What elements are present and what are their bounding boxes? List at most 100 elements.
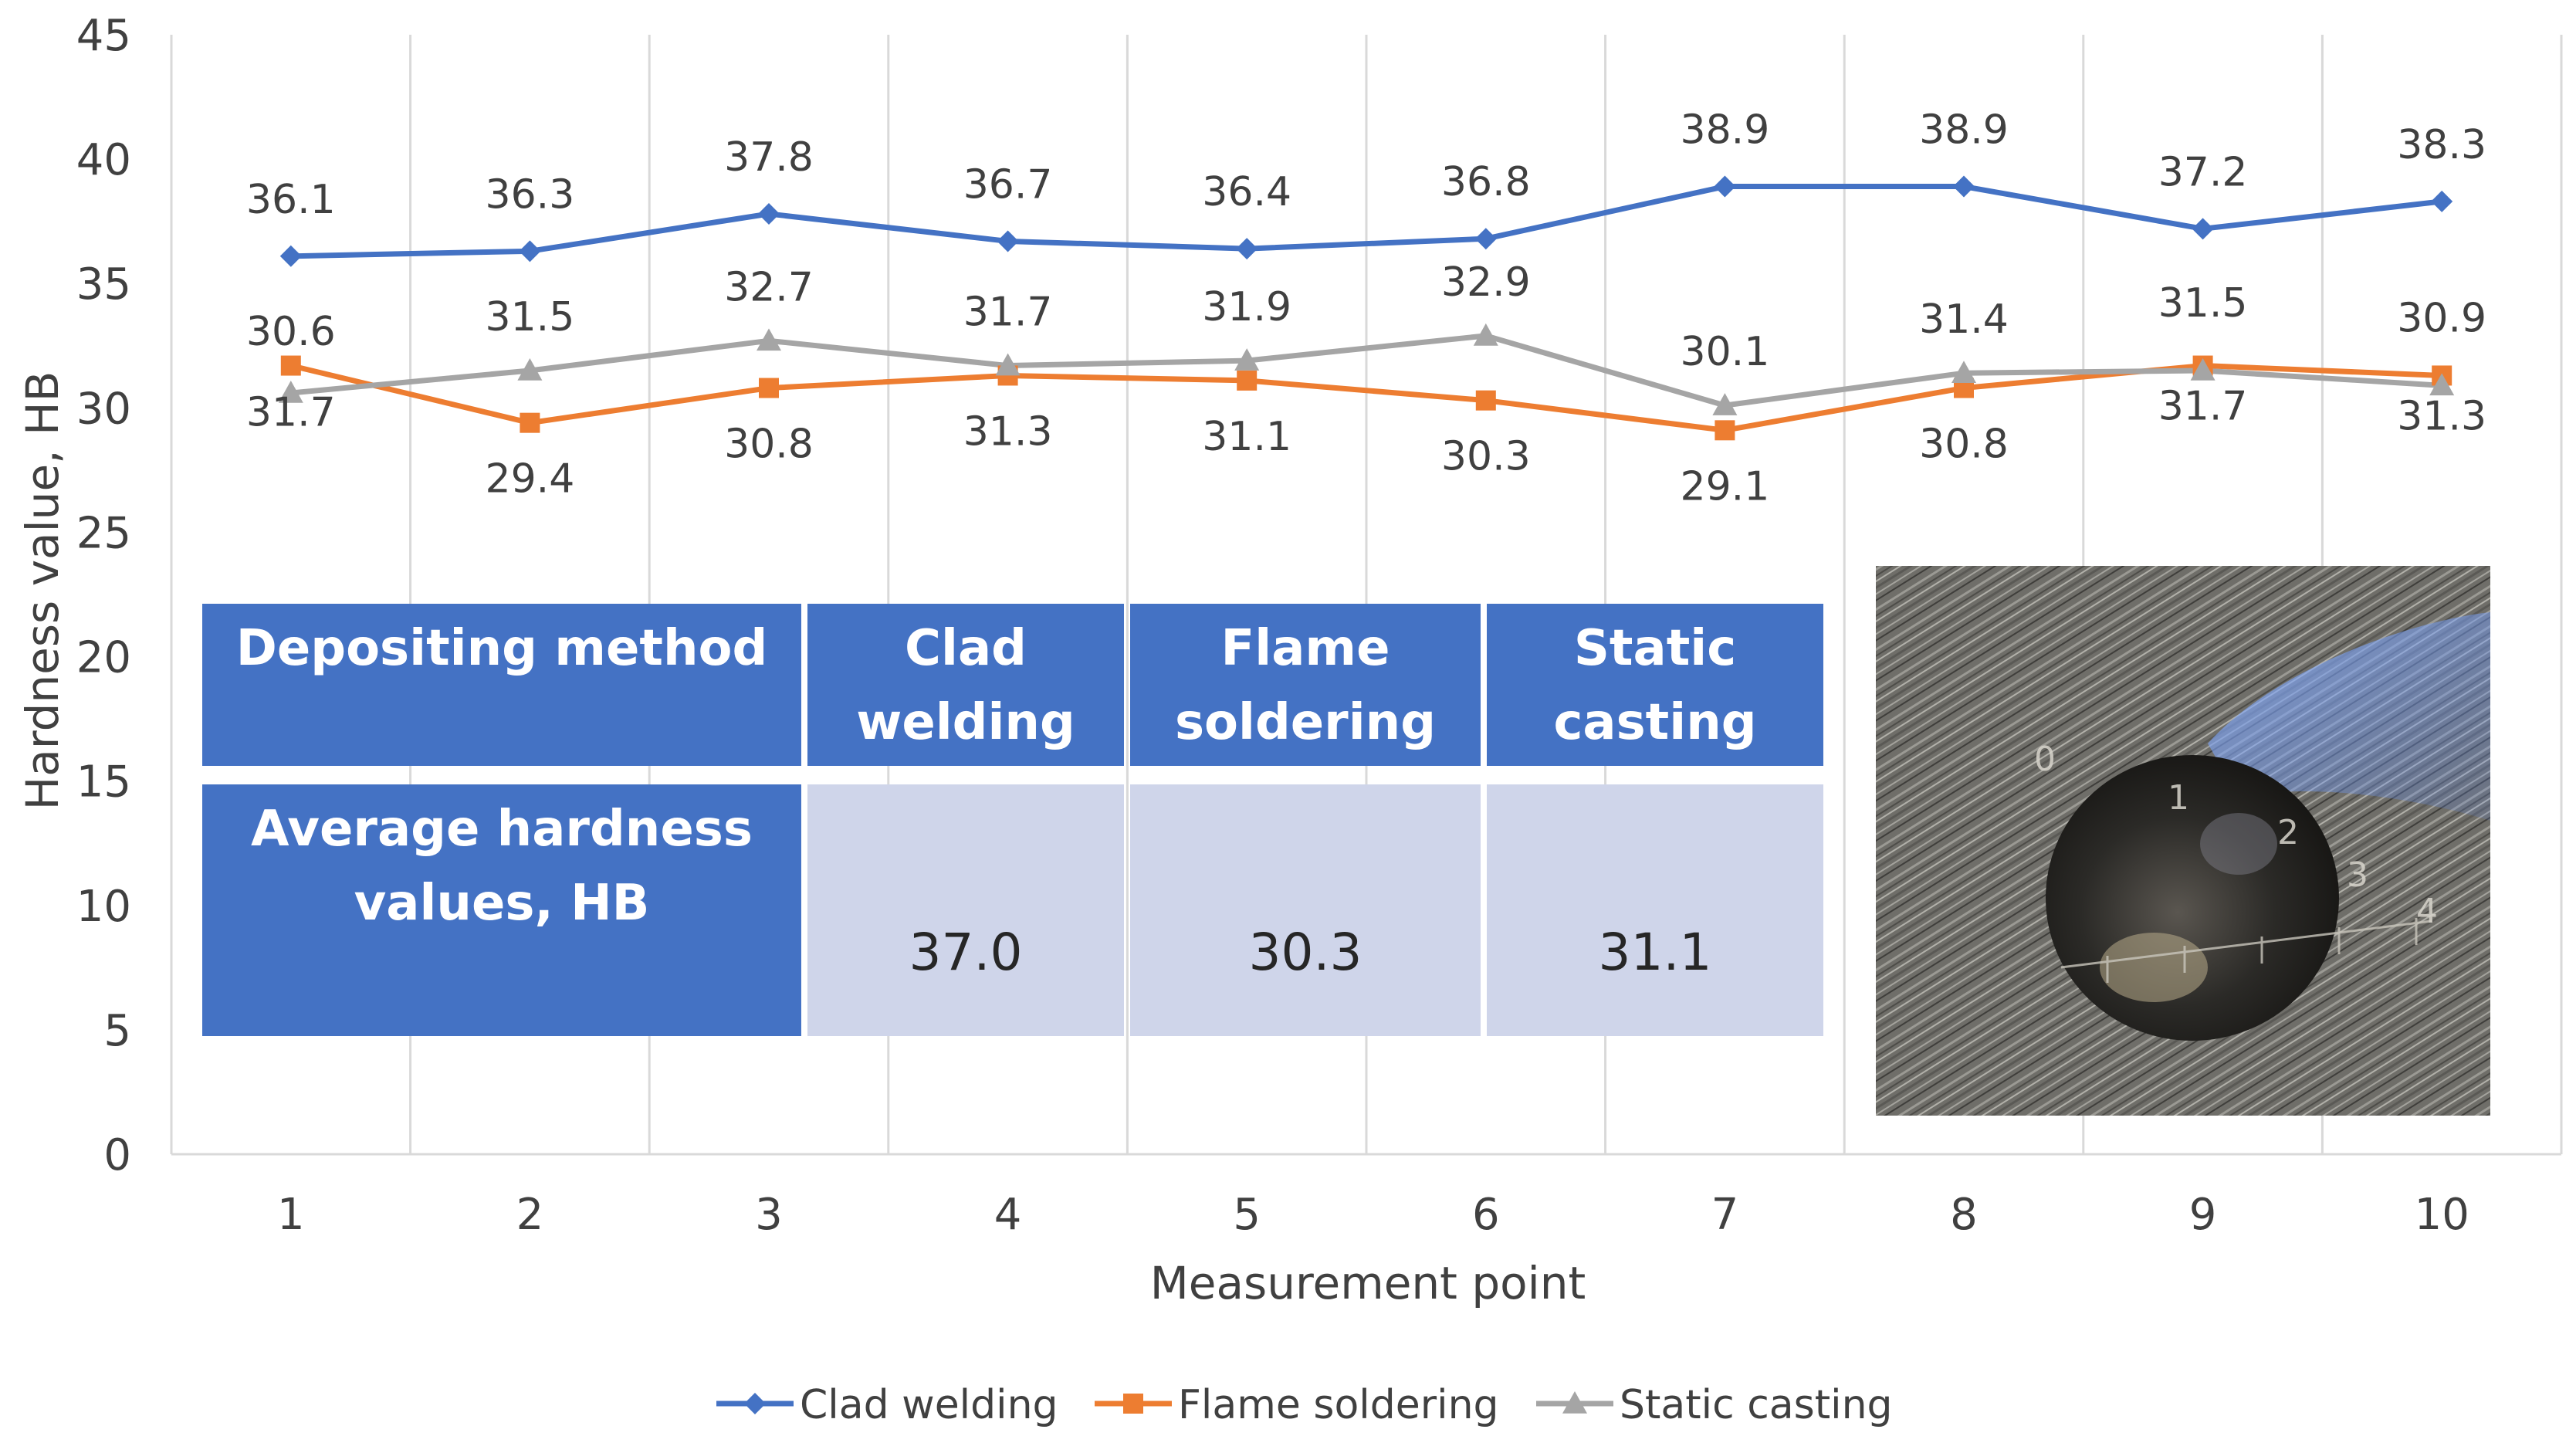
photo-scale-digit: 0 [2034, 740, 2056, 779]
data-point-marker [280, 355, 301, 376]
data-point-marker [1234, 348, 1260, 371]
data-label: 38.3 [2397, 122, 2486, 168]
y-tick-label: 15 [76, 757, 131, 808]
data-point-marker [759, 378, 779, 398]
photo-scale-digit: 2 [2277, 813, 2299, 852]
chart-legend: Clad welding Flame soldering Static castin… [716, 1382, 1893, 1428]
x-tick-label: 10 [2415, 1190, 2469, 1240]
x-tick-label: 2 [516, 1190, 544, 1240]
chart-series [278, 175, 2455, 441]
data-label: 36.7 [963, 161, 1053, 208]
x-tick-label: 8 [1950, 1190, 1978, 1240]
average-hardness-table: Depositing method Clad welding Flame sol… [202, 604, 1823, 1036]
data-point-marker [1475, 390, 1496, 411]
data-point-marker [278, 381, 303, 403]
data-point-marker [1473, 323, 1498, 346]
data-label: 31.7 [963, 290, 1053, 336]
photo-indentation [2046, 755, 2339, 1041]
data-label: 31.5 [486, 294, 575, 340]
data-point-marker [1474, 228, 1497, 250]
data-point-marker [2190, 358, 2215, 381]
data-label: 31.7 [246, 390, 336, 436]
y-tick-label: 0 [103, 1130, 131, 1180]
y-tick-label: 25 [76, 508, 131, 558]
series-line-flame-soldering [289, 363, 2442, 433]
data-point-marker [997, 230, 1019, 252]
data-point-marker [520, 412, 540, 433]
data-label: 29.1 [1681, 463, 1770, 510]
data-point-marker [1237, 370, 1258, 391]
legend-label: Static casting [1620, 1382, 1893, 1428]
data-label: 31.3 [2397, 393, 2486, 439]
x-tick-label: 9 [2189, 1190, 2217, 1240]
data-point-marker [519, 240, 541, 262]
data-label: 30.8 [724, 422, 814, 468]
y-tick-label: 10 [76, 882, 131, 932]
data-point-marker [758, 203, 780, 225]
x-tick-label: 4 [994, 1190, 1022, 1240]
data-point-marker [2431, 190, 2453, 212]
data-point-marker [2192, 218, 2214, 240]
table-header-clad-welding: Clad welding [807, 604, 1124, 766]
data-label: 36.4 [1202, 169, 1291, 215]
data-point-marker [517, 358, 543, 381]
table-value-clad-welding: 37.0 [807, 784, 1124, 1036]
data-point-marker [279, 245, 302, 267]
table-header-method-label: Depositing method [202, 604, 801, 766]
data-label: 29.4 [486, 456, 575, 503]
legend-item-static-casting: Static casting [1536, 1382, 1893, 1428]
data-label: 32.9 [1441, 259, 1531, 306]
y-tick-label: 30 [76, 384, 131, 434]
x-axis-title: Measurement point [1150, 1257, 1586, 1309]
x-tick-label: 5 [1233, 1190, 1261, 1240]
data-label: 31.9 [1202, 284, 1291, 330]
data-label: 30.1 [1681, 329, 1770, 375]
legend-item-flame-soldering: Flame soldering [1095, 1382, 1499, 1428]
data-point-marker [995, 353, 1021, 376]
photo-scale-digit: 1 [2168, 778, 2189, 818]
legend-label: Clad welding [800, 1382, 1058, 1428]
data-label: 36.3 [486, 171, 575, 218]
data-point-marker [1714, 175, 1736, 198]
legend-item-clad-welding: Clad welding [716, 1382, 1058, 1428]
table-header-flame-soldering: Flame soldering [1130, 604, 1481, 766]
data-point-marker [1951, 361, 1976, 384]
table-header-static-casting: Static casting [1487, 604, 1823, 766]
data-label: 31.3 [963, 408, 1053, 455]
table-value-flame-soldering: 30.3 [1130, 784, 1481, 1036]
data-label: 30.9 [2397, 295, 2486, 341]
legend-marker [744, 1393, 766, 1414]
series-line-clad-welding [290, 184, 2442, 259]
photo-scale-digit: 4 [2416, 892, 2438, 931]
photo-light-reflection [2208, 612, 2490, 821]
data-point-marker [1712, 393, 1738, 415]
data-label: 31.1 [1202, 414, 1291, 460]
legend-marker [1562, 1391, 1587, 1414]
series-line-static-casting [290, 333, 2442, 408]
data-label: 37.8 [724, 134, 814, 181]
data-label: 30.8 [1919, 422, 2009, 468]
data-point-marker [1953, 175, 1975, 198]
table-row-label-average: Average hardness values, HB [202, 784, 801, 1036]
chart-data-labels: 36.1 36.3 37.8 36.7 36.4 36.8 38.9 38.9 37.2 38.3… [246, 107, 2486, 510]
x-tick-label: 7 [1711, 1190, 1739, 1240]
data-label: 36.8 [1441, 159, 1531, 205]
indentation-photo: 0 1 2 3 4 [1876, 566, 2490, 1116]
data-point-marker [2429, 373, 2455, 396]
x-tick-label: 3 [755, 1190, 783, 1240]
data-label: 31.5 [2158, 280, 2248, 327]
data-label: 31.4 [1919, 296, 2009, 343]
data-label: 38.9 [1919, 107, 2009, 154]
legend-label: Flame soldering [1178, 1382, 1499, 1428]
y-tick-label: 20 [76, 633, 131, 683]
data-label: 32.7 [724, 264, 814, 310]
legend-marker [1123, 1394, 1143, 1414]
x-tick-label: 6 [1472, 1190, 1500, 1240]
data-label: 31.7 [2158, 384, 2248, 430]
y-tick-label: 35 [76, 259, 131, 310]
data-label: 38.9 [1681, 107, 1770, 154]
y-axis-title: Hardness value, HB [16, 371, 69, 811]
y-tick-label: 45 [76, 11, 131, 61]
data-point-marker [1236, 238, 1258, 260]
